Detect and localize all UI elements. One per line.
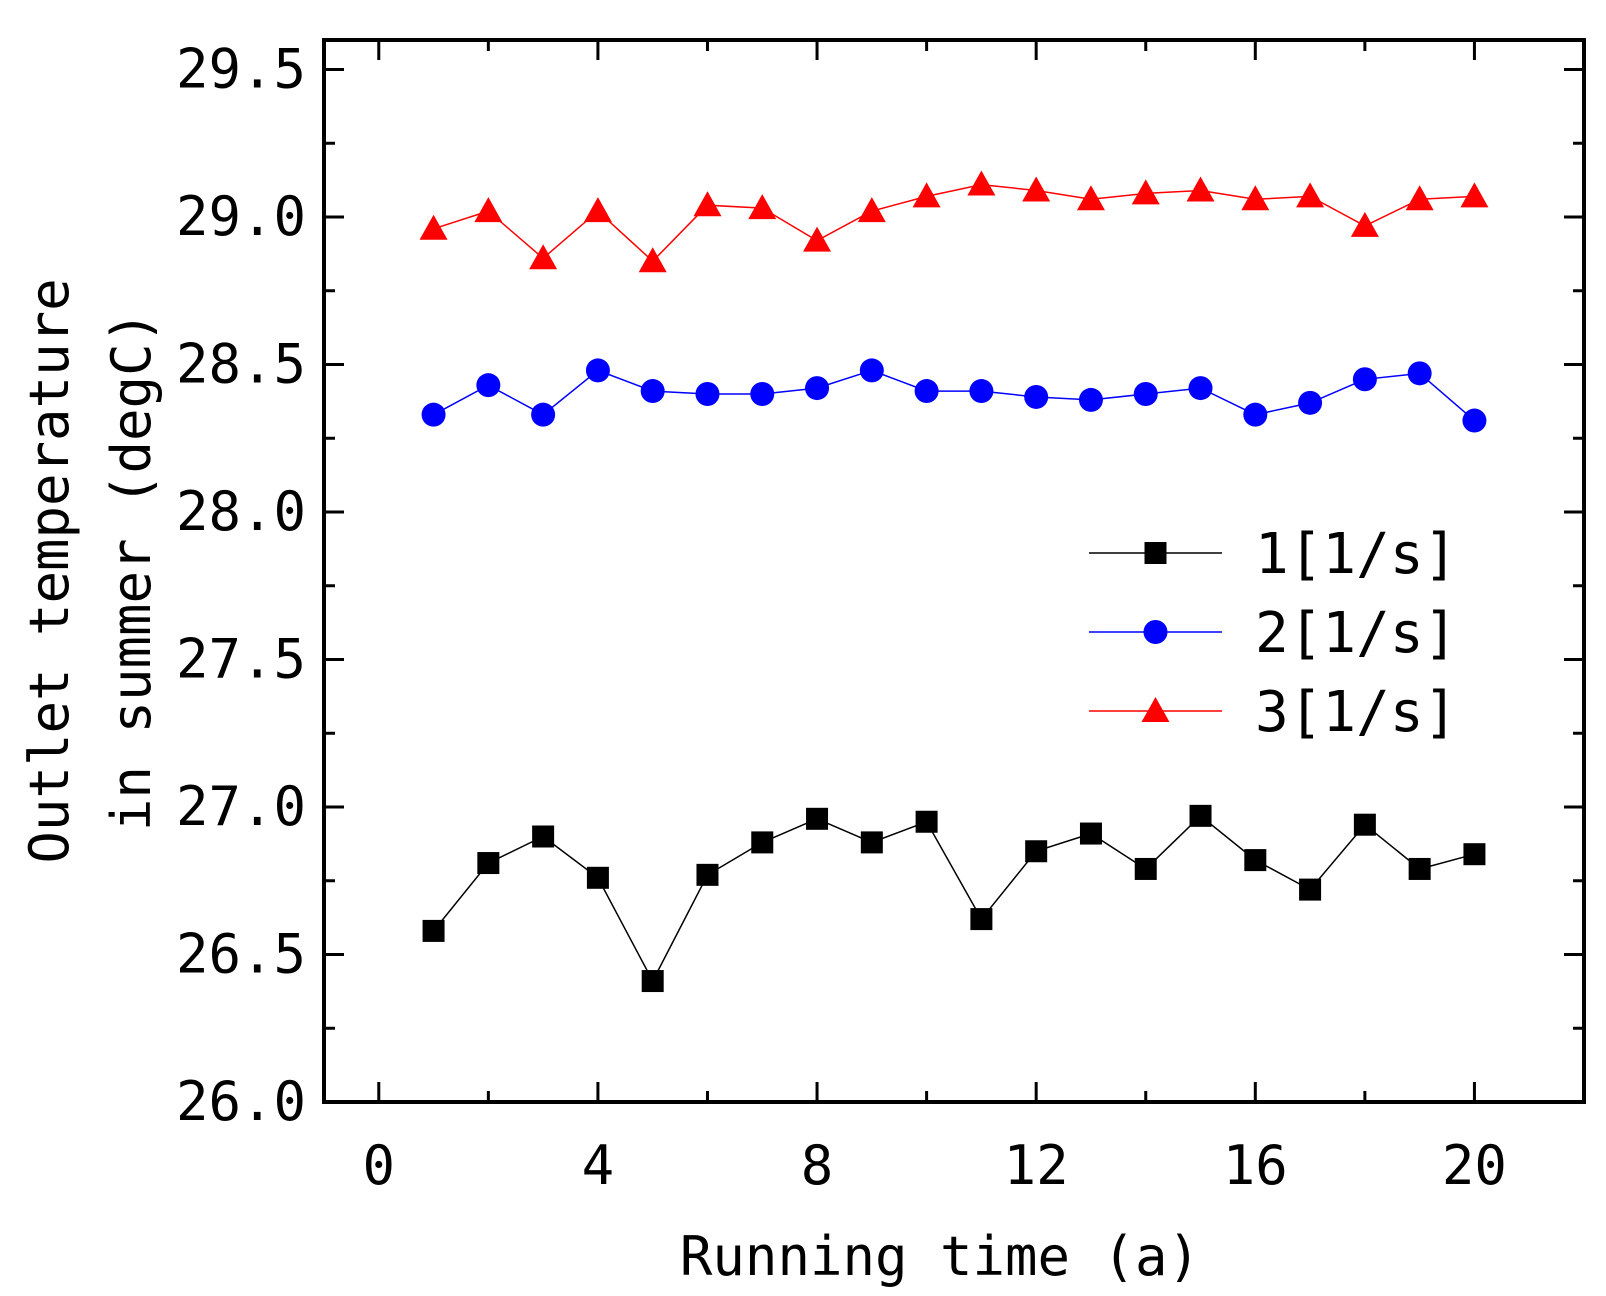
data-point: [640, 379, 665, 404]
y-axis-title-line-1: Outlet temperature: [18, 278, 81, 863]
legend-item: 2[1/s]: [1089, 601, 1457, 666]
y-tick-label: 27.0: [176, 775, 306, 838]
x-tick-label: 4: [582, 1134, 615, 1197]
data-point: [638, 247, 667, 273]
y-tick-label: 27.5: [176, 628, 306, 691]
y-tick-label: 28.5: [176, 333, 306, 396]
series-line: [433, 183, 1475, 263]
data-point: [1298, 390, 1323, 415]
data-point: [806, 807, 829, 830]
data-point: [967, 170, 996, 196]
data-point: [805, 376, 830, 401]
data-point: [969, 379, 994, 404]
data-point: [1352, 367, 1377, 392]
data-point: [693, 191, 722, 217]
legend-label: 2[1/s]: [1255, 601, 1457, 666]
y-axis-title: Outlet temperature in summer (degC): [18, 278, 163, 863]
data-point: [914, 379, 939, 404]
legend-label: 3[1/s]: [1255, 680, 1457, 745]
data-point: [1296, 182, 1325, 208]
data-point: [1241, 185, 1270, 211]
data-point: [585, 358, 610, 383]
legend-item: 3[1/s]: [1089, 680, 1457, 745]
series-1: [422, 804, 1486, 993]
data-point: [474, 197, 503, 223]
data-point: [696, 863, 719, 886]
y-tick-label: 26.0: [176, 1070, 306, 1133]
data-point: [586, 866, 609, 889]
series-layer: [419, 170, 1489, 993]
x-tick-label: 8: [801, 1134, 834, 1197]
data-point: [1078, 387, 1103, 412]
y-tick-label: 29.0: [176, 185, 306, 248]
data-point: [422, 919, 445, 942]
data-point: [857, 197, 886, 223]
y-axis-title-line-2: in summer (degC): [100, 311, 163, 831]
legend-label: 1[1/s]: [1255, 522, 1457, 587]
data-point: [641, 970, 664, 993]
axis-ticks: 0 4 8 12 16 20 26.0 26.5 27.0 27.5 28.0 28.5 29.0 29.…: [176, 38, 1584, 1197]
data-point: [1024, 384, 1049, 409]
data-point: [1076, 185, 1105, 211]
data-point: [1022, 176, 1051, 202]
data-point: [970, 908, 993, 931]
data-point: [1188, 376, 1213, 401]
y-tick-label: 29.5: [176, 38, 306, 101]
data-point: [750, 382, 775, 406]
data-point: [1079, 822, 1102, 845]
data-point: [912, 182, 941, 208]
plot-frame: [322, 38, 1586, 1104]
legend-marker: [1143, 620, 1168, 644]
x-tick-label: 20: [1442, 1134, 1507, 1197]
series-3: [419, 170, 1489, 273]
data-point: [860, 831, 883, 854]
data-point: [1243, 402, 1268, 427]
data-point: [531, 402, 556, 427]
data-point: [695, 382, 720, 406]
legend-marker: [1144, 542, 1167, 564]
data-point: [1134, 857, 1157, 880]
data-point: [1244, 849, 1267, 872]
data-point: [532, 825, 555, 848]
data-point: [1460, 182, 1489, 208]
y-tick-label: 28.0: [176, 480, 306, 543]
data-point: [421, 402, 446, 427]
data-point: [1025, 840, 1048, 863]
x-axis-title: Running time (a): [680, 1225, 1200, 1288]
data-point: [1133, 382, 1158, 406]
data-point: [748, 194, 777, 220]
data-point: [1407, 361, 1432, 386]
x-tick-label: 0: [363, 1134, 396, 1197]
data-point: [1299, 878, 1322, 901]
legend-item: 1[1/s]: [1089, 522, 1457, 587]
data-point: [1350, 211, 1379, 237]
x-tick-label: 16: [1223, 1134, 1288, 1197]
data-point: [1408, 857, 1431, 880]
legend: 1[1/s] 2[1/s] 3[1/s]: [1089, 522, 1457, 745]
data-point: [859, 358, 884, 383]
y-tick-label: 26.5: [176, 923, 306, 986]
data-point: [1405, 185, 1434, 211]
data-point: [529, 244, 558, 270]
data-point: [419, 214, 448, 240]
data-point: [1463, 843, 1486, 866]
data-point: [1353, 813, 1376, 836]
legend-marker: [1141, 697, 1170, 722]
data-point: [751, 831, 774, 854]
data-point: [1189, 804, 1212, 827]
data-point: [915, 810, 938, 833]
data-point: [803, 226, 832, 252]
data-point: [1462, 408, 1487, 433]
data-point: [1131, 179, 1160, 205]
data-point: [1186, 176, 1215, 202]
series-2: [421, 358, 1487, 433]
data-point: [477, 852, 500, 875]
x-tick-label: 12: [1004, 1134, 1069, 1197]
data-point: [583, 197, 612, 223]
data-point: [476, 373, 501, 398]
